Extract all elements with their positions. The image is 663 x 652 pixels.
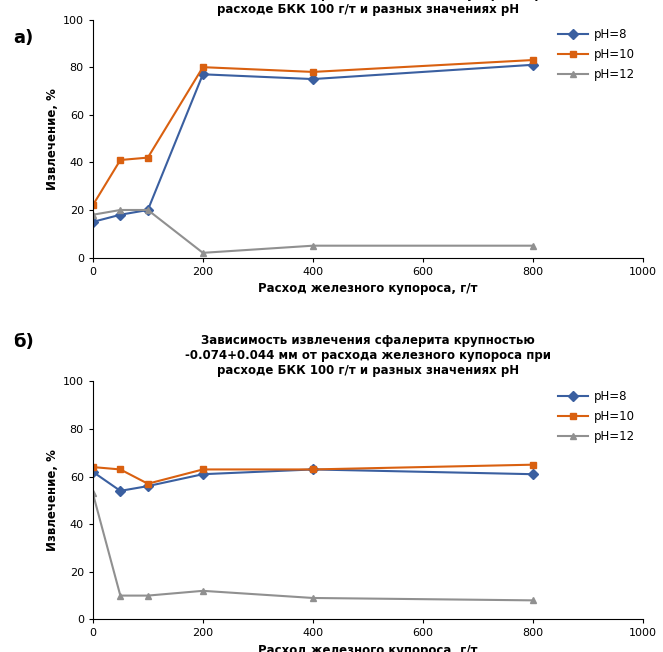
pH=12 <box>529 242 537 250</box>
рН=10 <box>309 68 317 76</box>
Text: б): б) <box>13 333 34 351</box>
pH=8 <box>199 470 207 478</box>
pH=8 <box>117 211 125 218</box>
рН=10 <box>89 463 97 471</box>
pH=8 <box>89 468 97 476</box>
Title: Зависимость извлечения сфалерита крупностью
-0.074+0.044 мм от расхода железного: Зависимость извлечения сфалерита крупнос… <box>185 334 551 378</box>
Line: pH=12: pH=12 <box>90 207 536 256</box>
рН=10 <box>144 480 152 488</box>
pH=8 <box>117 487 125 495</box>
pH=12 <box>199 587 207 595</box>
pH=12 <box>117 206 125 214</box>
рН=10 <box>529 56 537 64</box>
pH=12 <box>117 591 125 599</box>
pH=8 <box>529 470 537 478</box>
Line: рН=10: рН=10 <box>90 461 536 487</box>
Line: pH=8: pH=8 <box>90 466 536 494</box>
pH=12 <box>529 597 537 604</box>
pH=8 <box>309 75 317 83</box>
рН=10 <box>199 466 207 473</box>
рН=10 <box>89 201 97 209</box>
pH=12 <box>144 206 152 214</box>
pH=8 <box>89 218 97 226</box>
pH=8 <box>529 61 537 68</box>
pH=12 <box>89 490 97 497</box>
Legend: pH=8, рН=10, pH=12: pH=8, рН=10, pH=12 <box>554 385 640 447</box>
рН=10 <box>117 156 125 164</box>
Legend: pH=8, рН=10, pH=12: pH=8, рН=10, pH=12 <box>554 23 640 85</box>
Title: Зависимость извлечения пирита крупностью
-0.074+0.044 мм от расхода железного ку: Зависимость извлечения пирита крупностью… <box>185 0 551 16</box>
pH=8 <box>199 70 207 78</box>
рН=10 <box>199 63 207 71</box>
pH=12 <box>144 591 152 599</box>
pH=12 <box>89 211 97 218</box>
pH=12 <box>199 249 207 257</box>
X-axis label: Расход железного купороса, г/т: Расход железного купороса, г/т <box>258 282 478 295</box>
Y-axis label: Извлечение, %: Извлечение, % <box>46 449 58 552</box>
Line: pH=8: pH=8 <box>90 61 536 226</box>
X-axis label: Расход железного купороса, г/т: Расход железного купороса, г/т <box>258 644 478 652</box>
рН=10 <box>117 466 125 473</box>
Text: а): а) <box>13 29 34 48</box>
рН=10 <box>309 466 317 473</box>
рН=10 <box>144 154 152 162</box>
pH=12 <box>309 594 317 602</box>
Line: рН=10: рН=10 <box>90 57 536 209</box>
Line: pH=12: pH=12 <box>90 490 536 604</box>
pH=8 <box>144 482 152 490</box>
pH=8 <box>309 466 317 473</box>
pH=8 <box>144 206 152 214</box>
Y-axis label: Извлечение, %: Извлечение, % <box>46 87 58 190</box>
рН=10 <box>529 461 537 469</box>
pH=12 <box>309 242 317 250</box>
